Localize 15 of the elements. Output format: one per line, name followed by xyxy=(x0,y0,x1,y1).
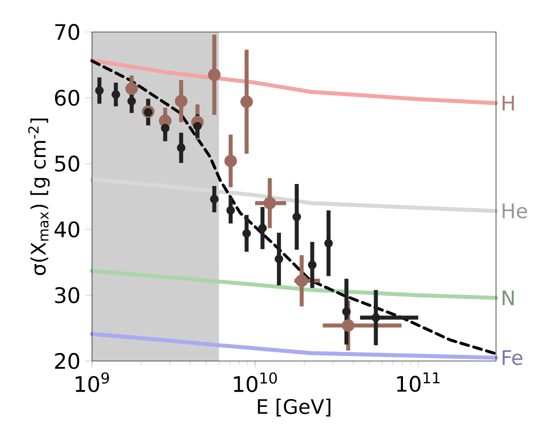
x-tick-label: 10$^{10}$ xyxy=(234,372,277,392)
y-tick-label: 30 xyxy=(55,287,80,304)
y-tick-label: 40 xyxy=(54,221,80,238)
y-tick-label: 60 xyxy=(54,90,80,106)
y-tick-label: 20 xyxy=(55,352,80,370)
y-tick-label: 50 xyxy=(55,156,80,172)
series-label: He xyxy=(502,204,528,218)
series-label: H xyxy=(502,96,514,110)
x-tick-label: 10$^{11}$ xyxy=(397,372,440,392)
x-tick-label: 10$^{9}$ xyxy=(76,372,109,392)
y-tick-label: 70 xyxy=(55,24,80,40)
x-axis-title: E [GeV] xyxy=(258,398,330,416)
series-label: N xyxy=(502,290,514,306)
y-axis-title: σ(X$_{max}$) [g cm$^{-2}$] xyxy=(28,118,50,276)
series-label: Fe xyxy=(502,350,522,366)
